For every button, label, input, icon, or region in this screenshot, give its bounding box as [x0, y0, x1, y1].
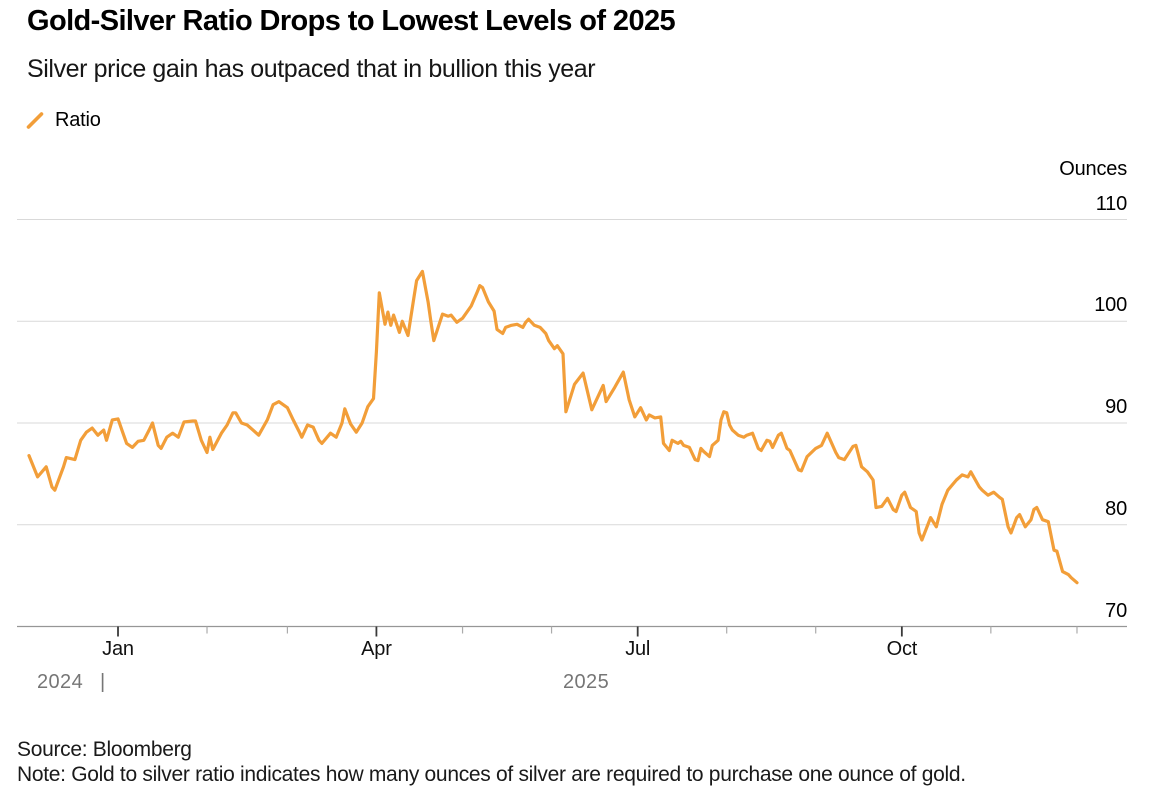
x-axis-label-oct: Oct [886, 638, 918, 660]
chart-subtitle: Silver price gain has outpaced that in b… [27, 55, 596, 83]
year-divider: | [100, 671, 106, 693]
year-label-2025: 2025 [563, 671, 610, 693]
legend-label-ratio: Ratio [55, 109, 101, 131]
slash-icon [25, 110, 46, 131]
x-axis-label-apr: Apr [361, 638, 392, 660]
x-axis-label-jan: Jan [102, 638, 134, 660]
y-axis-label-80: 80 [1105, 497, 1127, 520]
note-text: Note: Gold to silver ratio indicates how… [17, 763, 966, 786]
chart-title: Gold-Silver Ratio Drops to Lowest Levels… [27, 5, 676, 37]
y-axis-label-90: 90 [1105, 396, 1127, 418]
y-axis-unit-label: Ounces [1059, 158, 1127, 180]
y-axis-label-70: 70 [1105, 599, 1127, 622]
x-axis-label-jul: Jul [625, 638, 651, 660]
source-text: Source: Bloomberg [17, 738, 192, 761]
y-axis-label-100: 100 [1094, 294, 1127, 317]
ratio-series-line [27, 269, 1079, 585]
legend: Ratio [25, 109, 101, 132]
year-label-2024: 2024 [37, 671, 84, 693]
y-axis-label-110: 110 [1095, 192, 1127, 215]
